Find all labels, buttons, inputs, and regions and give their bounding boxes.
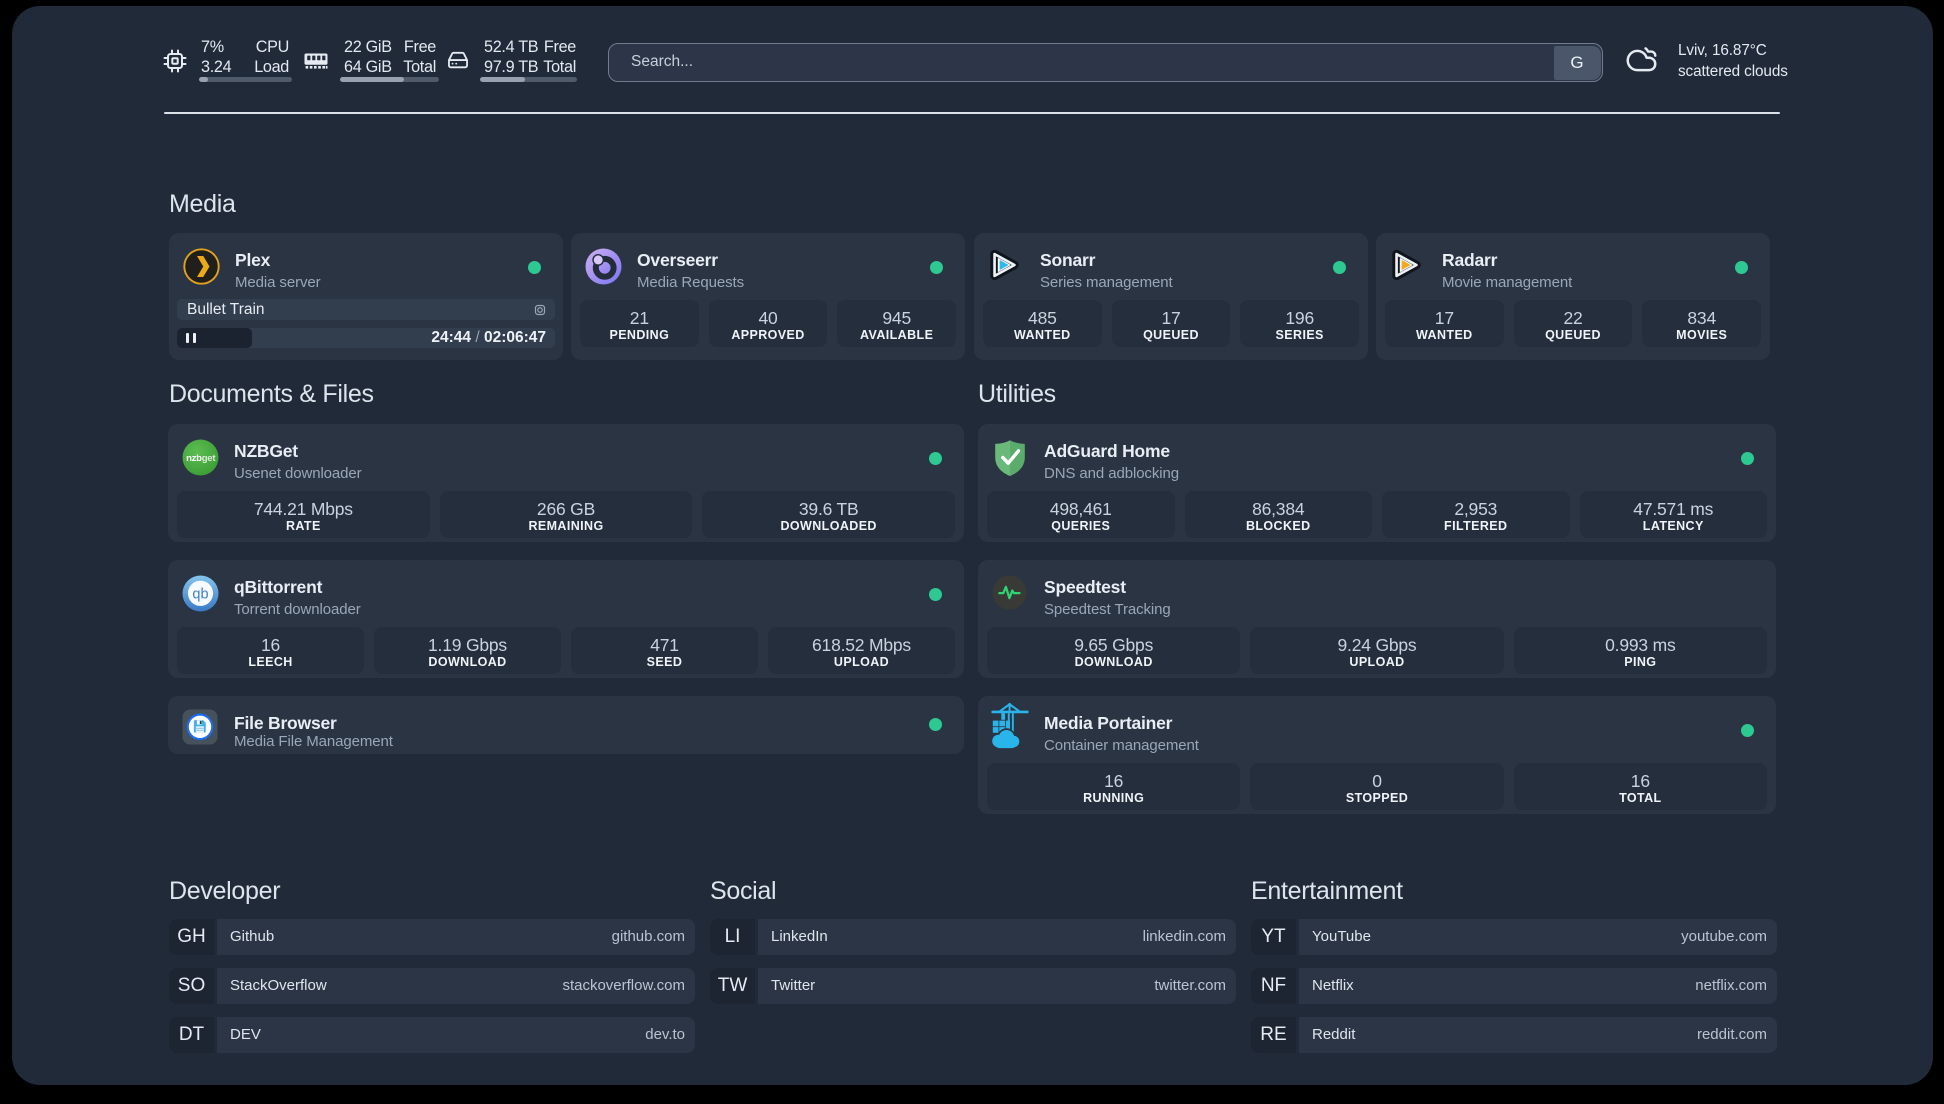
svg-text:nzbget: nzbget xyxy=(186,453,216,464)
svg-text:qb: qb xyxy=(192,587,208,603)
